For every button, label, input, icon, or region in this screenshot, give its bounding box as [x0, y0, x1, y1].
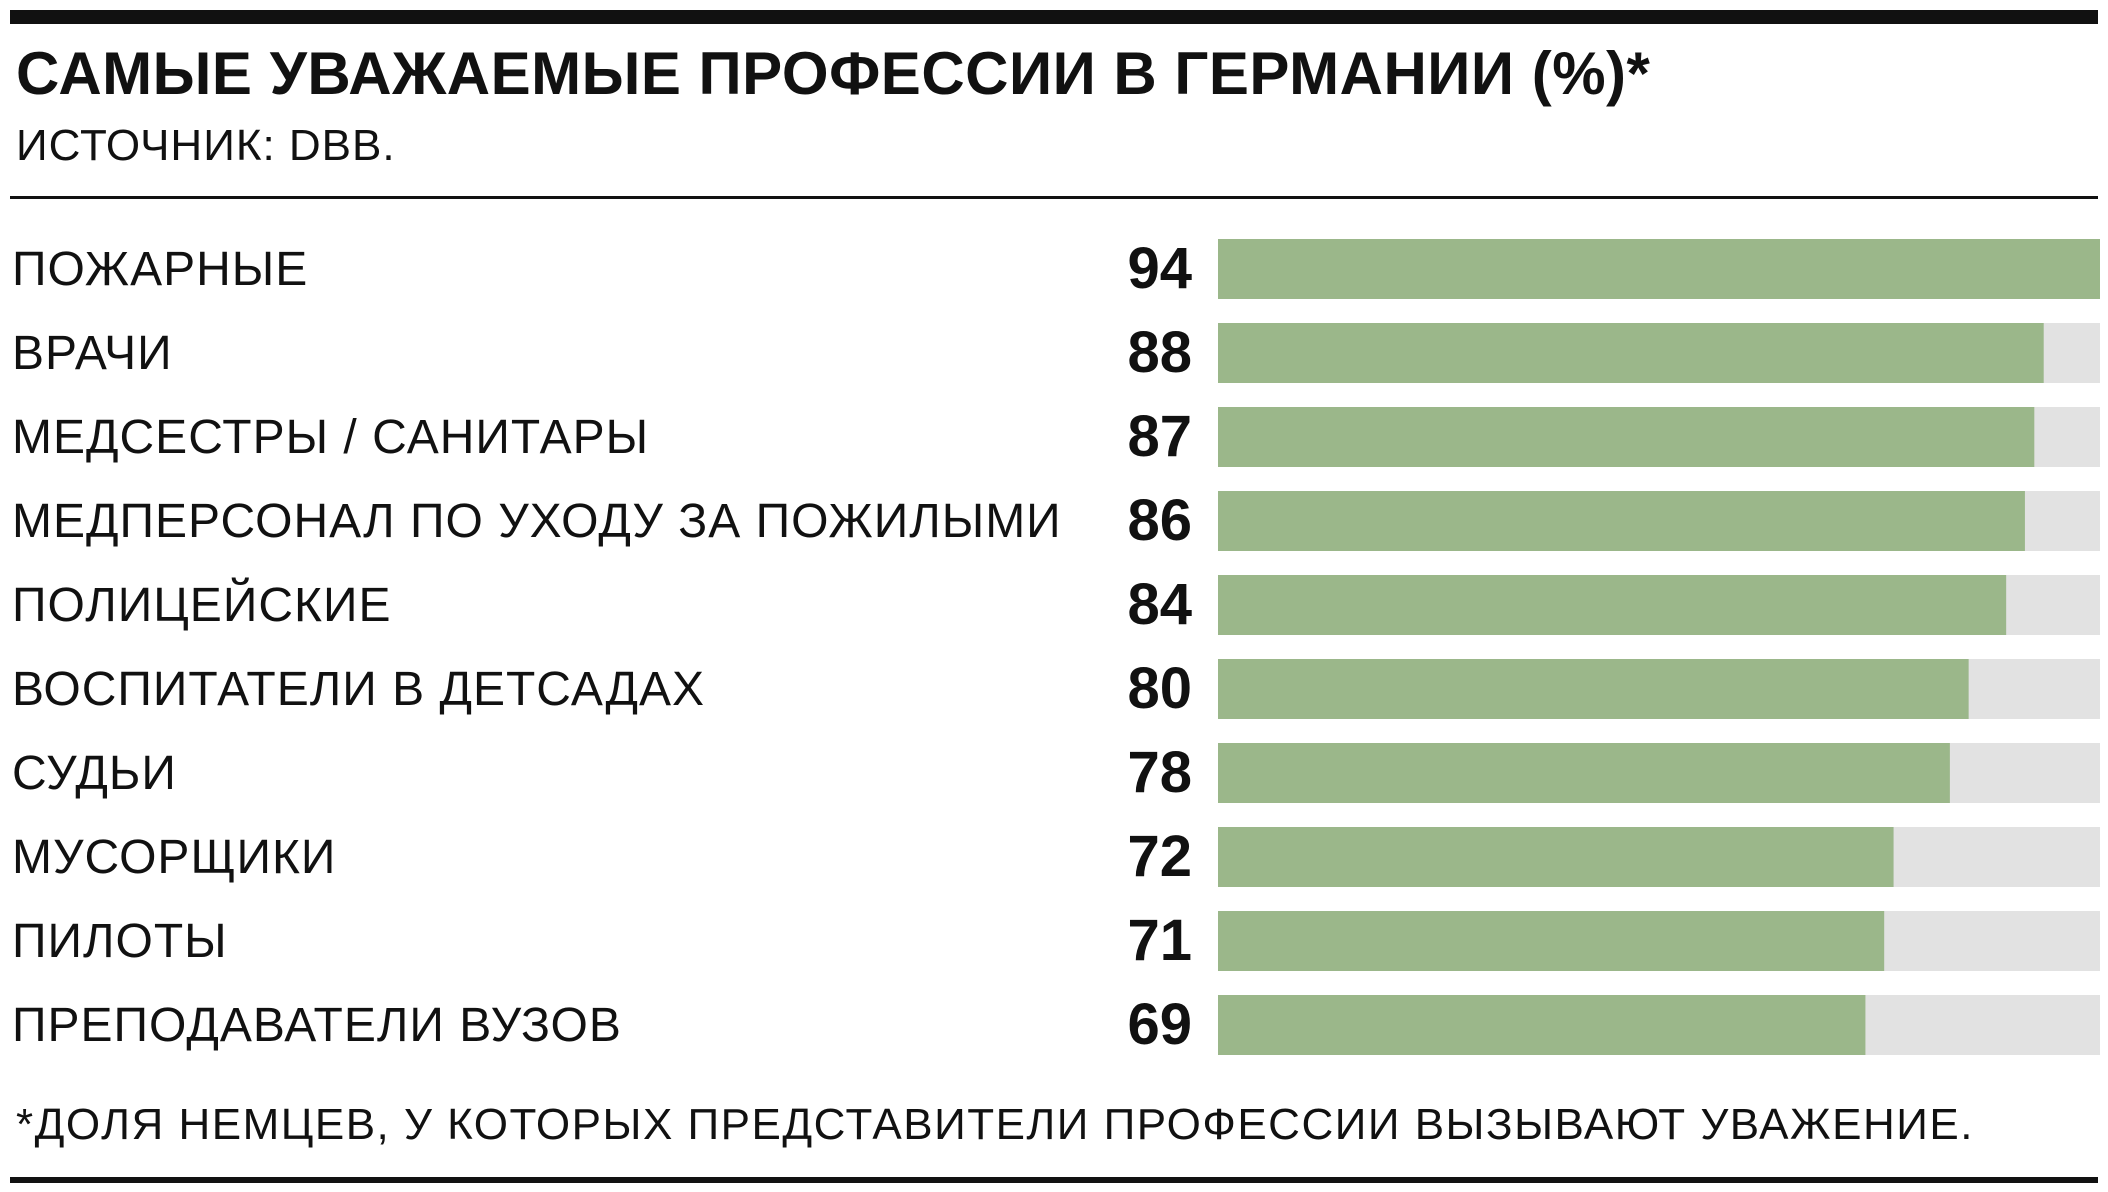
category-label: ПОЖАРНЫЕ	[12, 243, 308, 296]
value-label: 94	[1127, 236, 1192, 301]
value-label: 69	[1127, 992, 1192, 1057]
category-label: ПОЛИЦЕЙСКИЕ	[12, 577, 391, 632]
header-divider	[10, 196, 2098, 199]
bar	[1218, 659, 1969, 719]
value-label: 84	[1127, 572, 1192, 637]
bottom-rule	[10, 1177, 2098, 1183]
bar	[1218, 743, 1950, 803]
bar	[1218, 407, 2035, 467]
chart-footnote: *ДОЛЯ НЕМЦЕВ, У КОТОРЫХ ПРЕДСТАВИТЕЛИ ПР…	[16, 1100, 1974, 1149]
bar	[1218, 323, 2044, 383]
category-label: ПРЕПОДАВАТЕЛИ ВУЗОВ	[12, 999, 622, 1052]
bar	[1218, 239, 2100, 299]
bar	[1218, 995, 1866, 1055]
top-rule	[10, 10, 2098, 24]
category-label: ПИЛОТЫ	[12, 915, 228, 968]
value-label: 78	[1127, 740, 1192, 805]
value-label: 80	[1127, 656, 1192, 721]
bar	[1218, 575, 2007, 635]
bar	[1218, 911, 1885, 971]
value-label: 86	[1127, 488, 1192, 553]
category-label: МУСОРЩИКИ	[12, 831, 336, 884]
category-label: ВРАЧИ	[12, 327, 173, 380]
chart-source: ИСТОЧНИК: DBB.	[16, 121, 396, 170]
bar	[1218, 491, 2025, 551]
category-label: МЕДСЕСТРЫ / САНИТАРЫ	[12, 411, 649, 464]
category-label: МЕДПЕРСОНАЛ ПО УХОДУ ЗА ПОЖИЛЫМИ	[12, 495, 1062, 548]
bar	[1218, 827, 1894, 887]
category-label: СУДЬИ	[12, 747, 177, 800]
category-label: ВОСПИТАТЕЛИ В ДЕТСАДАХ	[12, 663, 705, 716]
chart-title: САМЫЕ УВАЖАЕМЫЕ ПРОФЕССИИ В ГЕРМАНИИ (%)…	[16, 40, 1651, 107]
value-label: 72	[1127, 824, 1192, 889]
value-label: 71	[1127, 908, 1192, 973]
value-label: 88	[1127, 320, 1192, 385]
value-label: 87	[1127, 404, 1192, 469]
